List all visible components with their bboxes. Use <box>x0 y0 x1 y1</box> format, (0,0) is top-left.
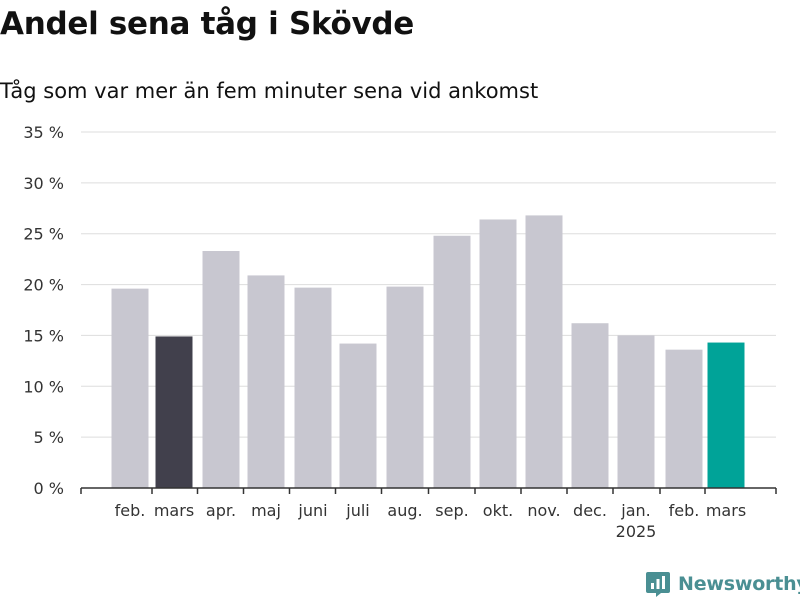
y-tick-label: 25 % <box>23 225 64 244</box>
y-tick-label: 15 % <box>23 326 64 345</box>
x-tick-label: sep. <box>435 501 468 520</box>
chart-title: Andel sena tåg i Skövde <box>0 6 415 42</box>
bar <box>247 275 285 488</box>
x-tick-label: juni <box>297 501 327 520</box>
y-tick-label: 20 % <box>23 276 64 295</box>
chart-subtitle: Tåg som var mer än fem minuter sena vid … <box>0 79 539 103</box>
x-tick-label: aug. <box>387 501 422 520</box>
y-tick-label: 30 % <box>23 174 64 193</box>
x-year-label: 2025 <box>616 522 657 541</box>
bar <box>525 215 563 489</box>
bar <box>707 342 745 488</box>
bar <box>339 343 377 488</box>
bar <box>386 286 424 488</box>
y-tick-label: 10 % <box>23 377 64 396</box>
x-tick-label: juli <box>345 501 369 520</box>
newsworthy-logo-icon <box>646 572 670 597</box>
bar <box>294 287 332 488</box>
x-tick-label: mars <box>706 501 746 520</box>
x-tick-label: maj <box>251 501 281 520</box>
x-tick-label: okt. <box>483 501 513 520</box>
bar <box>665 349 703 488</box>
x-tick-label: nov. <box>527 501 560 520</box>
brand-logo: Newsworthy <box>645 570 800 598</box>
bar <box>155 336 193 488</box>
bar <box>479 219 517 488</box>
bar-chart: 0 %5 %10 %15 %20 %25 %30 %35 %feb. mars ap… <box>23 123 777 541</box>
x-tick-label: jan. <box>620 501 650 520</box>
x-tick-label: apr. <box>206 501 236 520</box>
x-tick-label: feb. <box>115 501 146 520</box>
bar <box>433 235 471 488</box>
bar <box>202 251 240 488</box>
bar <box>617 335 655 488</box>
x-tick-label: feb. <box>669 501 700 520</box>
x-tick-label: dec. <box>573 501 607 520</box>
y-tick-label: 5 % <box>34 428 64 447</box>
bar <box>111 288 149 488</box>
brand-name: Newsworthy <box>678 573 800 595</box>
bar <box>571 323 609 488</box>
x-tick-label: mars <box>154 501 194 520</box>
y-tick-label: 0 % <box>34 479 64 498</box>
y-tick-label: 35 % <box>23 123 64 142</box>
